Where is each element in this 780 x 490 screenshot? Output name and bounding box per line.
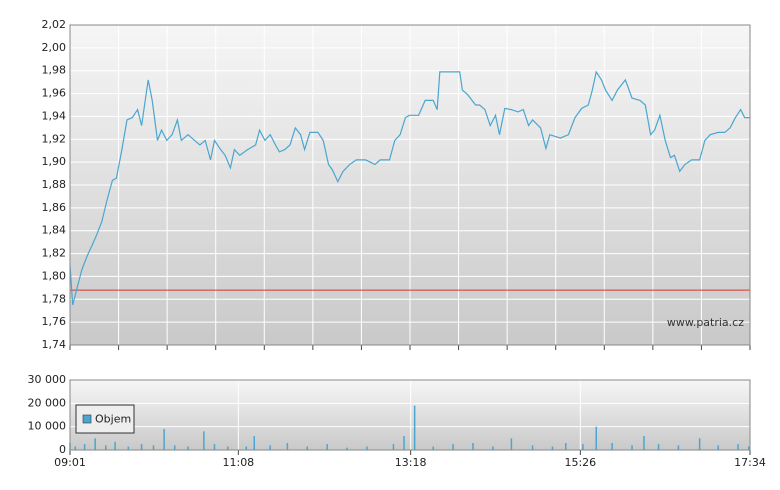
volume-bar bbox=[187, 446, 189, 450]
volume-bar bbox=[152, 445, 155, 450]
volume-bar bbox=[403, 436, 405, 450]
volume-bar bbox=[286, 443, 289, 450]
volume-bar bbox=[392, 444, 395, 450]
y-tick-label: 2,00 bbox=[42, 41, 67, 54]
watermark: www.patria.cz bbox=[667, 316, 744, 329]
legend-label: Objem bbox=[95, 413, 131, 426]
price-line bbox=[69, 70, 750, 306]
x-tick-label: 13:18 bbox=[395, 456, 427, 469]
volume-bar bbox=[253, 436, 255, 450]
volume-bar bbox=[173, 445, 176, 450]
volume-bar bbox=[510, 438, 513, 450]
y-tick-label: 1,90 bbox=[42, 155, 67, 168]
y-tick-label: 1,96 bbox=[42, 87, 67, 100]
volume-bar bbox=[114, 441, 116, 450]
volume-bar bbox=[127, 446, 130, 450]
y-tick-label: 1,88 bbox=[42, 178, 67, 191]
x-tick-label: 11:08 bbox=[222, 456, 254, 469]
legend: Objem bbox=[75, 404, 135, 434]
volume-bar bbox=[531, 445, 534, 450]
volume-bar bbox=[551, 446, 554, 450]
volume-bar bbox=[631, 445, 633, 450]
y-tick-label: 1,82 bbox=[42, 247, 67, 260]
volume-bar bbox=[226, 446, 229, 450]
volume-bar bbox=[269, 445, 271, 450]
volume-bar bbox=[492, 446, 494, 450]
volume-bar bbox=[643, 436, 645, 450]
y-tick-label: 30 000 bbox=[28, 373, 67, 386]
plot-frame bbox=[69, 24, 751, 346]
volume-bar bbox=[326, 444, 328, 450]
volume-bar bbox=[747, 446, 750, 450]
volume-bar bbox=[472, 443, 474, 450]
volume-bar bbox=[698, 438, 701, 450]
volume-bar bbox=[74, 446, 77, 450]
y-tick-label: 10 000 bbox=[28, 420, 67, 433]
volume-bar bbox=[432, 446, 434, 450]
volume-bar bbox=[717, 445, 719, 450]
volume-bar bbox=[677, 445, 680, 450]
y-tick-label: 1,86 bbox=[42, 201, 67, 214]
y-tick-label: 1,80 bbox=[42, 269, 67, 282]
y-tick-label: 1,92 bbox=[42, 132, 67, 145]
volume-bar bbox=[413, 405, 416, 450]
volume-bar bbox=[213, 444, 216, 450]
volume-bar bbox=[611, 443, 613, 450]
y-tick-label: 1,78 bbox=[42, 292, 67, 305]
volume-bar bbox=[94, 438, 96, 450]
y-tick-label: 2,02 bbox=[42, 18, 67, 31]
legend-swatch bbox=[82, 414, 92, 424]
y-tick-label: 1,94 bbox=[42, 109, 67, 122]
volume-bar bbox=[245, 446, 248, 450]
y-tick-label: 1,76 bbox=[42, 315, 67, 328]
volume-bar bbox=[140, 444, 143, 450]
y-tick-label: 1,98 bbox=[42, 64, 67, 77]
volume-bar bbox=[83, 444, 86, 450]
volume-bar bbox=[657, 444, 660, 450]
volume-bar bbox=[452, 444, 454, 450]
volume-bar bbox=[163, 429, 165, 450]
y-tick-label: 1,84 bbox=[42, 224, 67, 237]
x-tick-label: 17:34 bbox=[734, 456, 766, 469]
volume-bar bbox=[366, 446, 368, 450]
x-tick-label: 09:01 bbox=[54, 456, 86, 469]
volume-bar bbox=[565, 443, 567, 450]
y-tick-label: 0 bbox=[59, 443, 66, 456]
volume-bar bbox=[306, 446, 309, 450]
y-tick-label: 1,74 bbox=[42, 338, 67, 351]
volume-plot-area bbox=[70, 380, 750, 450]
volume-bar bbox=[346, 447, 348, 450]
y-tick-label: 20 000 bbox=[28, 396, 67, 409]
plot-frame bbox=[69, 379, 751, 451]
volume-bar bbox=[105, 445, 107, 450]
volume-bar bbox=[203, 431, 205, 450]
x-tick-label: 15:26 bbox=[564, 456, 596, 469]
volume-bar bbox=[737, 444, 739, 450]
volume-bar bbox=[595, 426, 597, 450]
volume-bar bbox=[582, 444, 584, 450]
